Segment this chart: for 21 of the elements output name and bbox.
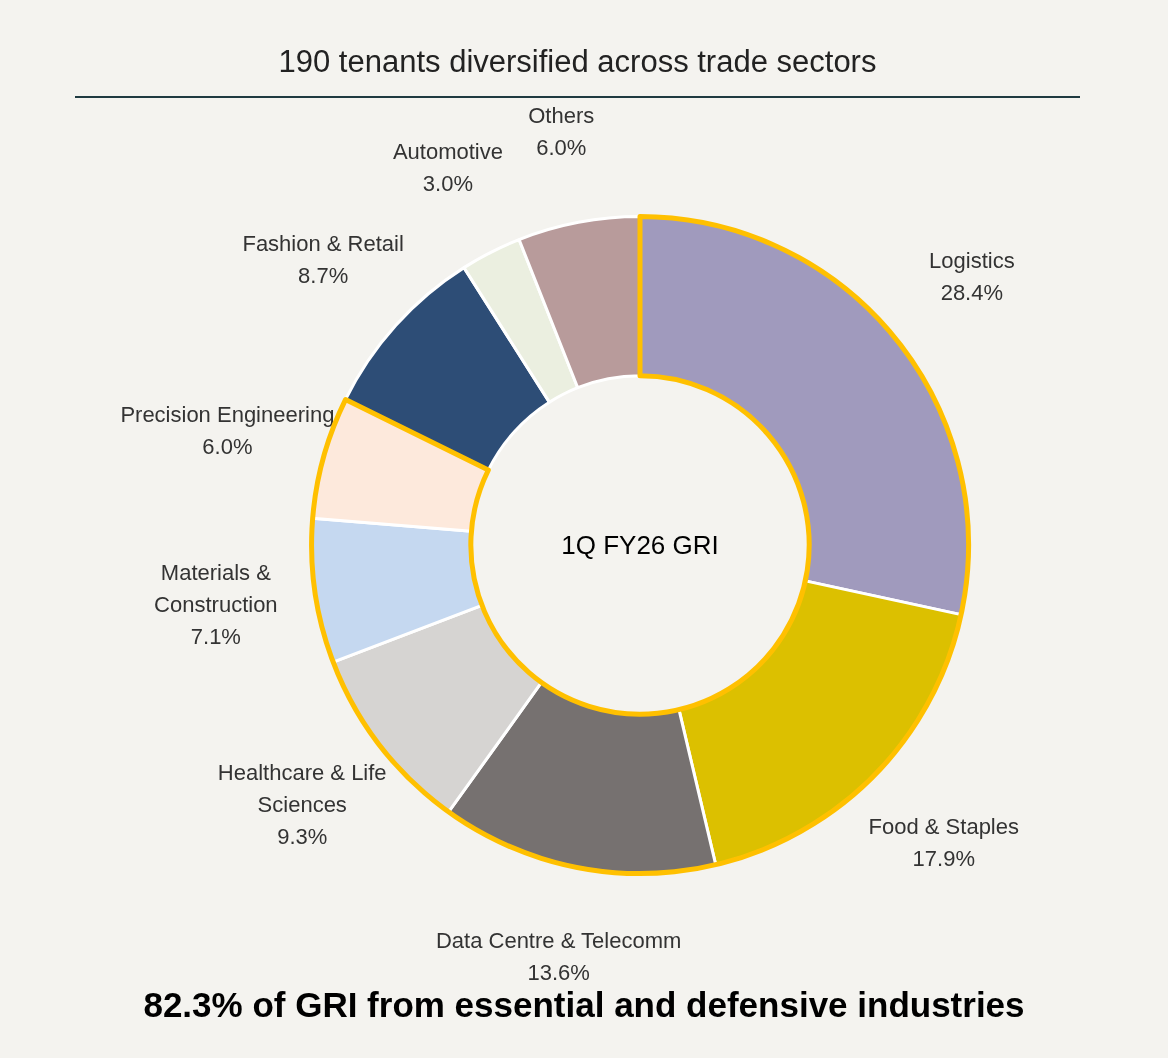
data-label: 13.6%: [526, 959, 591, 988]
data-label: 6.0%: [535, 134, 588, 163]
chart-title: 190 tenants diversified across trade sectors: [277, 44, 878, 81]
slice-label: Fashion & Retail: [242, 230, 404, 259]
data-label: 17.9%: [911, 845, 976, 874]
data-label: 28.4%: [939, 279, 1005, 308]
slice-label: Automotive: [392, 138, 503, 167]
data-label: 6.0%: [201, 432, 254, 461]
data-label: 7.1%: [189, 623, 242, 652]
text: 82.3% of GRI from essential and defensive industries: [142, 985, 1026, 1025]
slice-label: Precision Engineering: [120, 400, 335, 429]
data-label: 3.0%: [421, 170, 474, 199]
slice-label: Healthcare & Life Sciences: [216, 759, 388, 820]
slice-label: Logistics: [929, 247, 1015, 276]
slice-label: Others: [528, 102, 595, 131]
slice-label: Materials & Construction: [153, 559, 279, 620]
data-label: 9.3%: [276, 823, 329, 852]
slice-label: Data Centre & Telecomm: [435, 927, 682, 956]
text: 1Q FY26 GRI: [561, 529, 719, 561]
slice-label: Food & Staples: [868, 813, 1019, 842]
data-label: 8.7%: [297, 262, 350, 291]
